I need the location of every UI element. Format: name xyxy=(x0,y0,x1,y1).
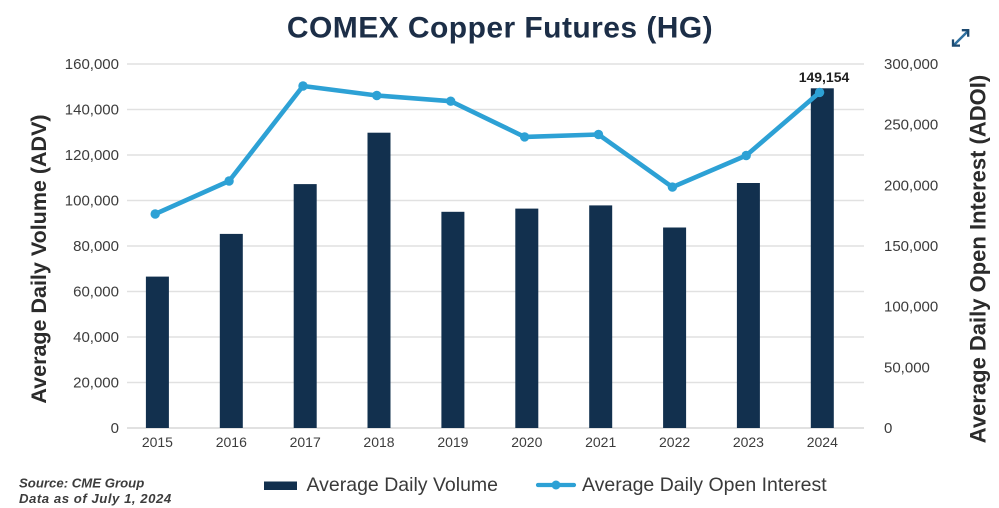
svg-text:20,000: 20,000 xyxy=(73,375,119,392)
svg-text:300,000: 300,000 xyxy=(884,56,938,73)
svg-text:40,000: 40,000 xyxy=(73,329,119,346)
svg-text:50,000: 50,000 xyxy=(884,359,930,376)
svg-text:2018: 2018 xyxy=(363,434,394,450)
svg-text:140,000: 140,000 xyxy=(65,102,119,119)
svg-text:Source: CME Group: Source: CME Group xyxy=(19,476,144,491)
svg-text:2022: 2022 xyxy=(659,434,690,450)
svg-text:100,000: 100,000 xyxy=(65,193,119,210)
svg-text:Data as of July 1, 2024: Data as of July 1, 2024 xyxy=(19,491,172,506)
svg-text:0: 0 xyxy=(111,420,119,437)
svg-text:250,000: 250,000 xyxy=(884,117,938,134)
svg-text:200,000: 200,000 xyxy=(884,177,938,194)
svg-text:120,000: 120,000 xyxy=(65,147,119,164)
svg-text:150,000: 150,000 xyxy=(884,238,938,255)
svg-text:2020: 2020 xyxy=(511,434,542,450)
svg-text:80,000: 80,000 xyxy=(73,238,119,255)
svg-text:60,000: 60,000 xyxy=(73,284,119,301)
svg-text:COMEX Copper Futures (HG): COMEX Copper Futures (HG) xyxy=(287,12,713,45)
svg-text:2017: 2017 xyxy=(290,434,321,450)
svg-text:100,000: 100,000 xyxy=(884,299,938,316)
svg-text:2023: 2023 xyxy=(733,434,764,450)
svg-text:2016: 2016 xyxy=(216,434,247,450)
svg-text:2024: 2024 xyxy=(807,434,838,450)
svg-text:2021: 2021 xyxy=(585,434,616,450)
svg-text:0: 0 xyxy=(884,420,892,437)
svg-text:2015: 2015 xyxy=(142,434,173,450)
svg-text:Average Daily Volume: Average Daily Volume xyxy=(307,474,499,496)
svg-text:149,154: 149,154 xyxy=(799,69,850,85)
svg-text:2019: 2019 xyxy=(437,434,468,450)
svg-text:Average Daily Open Interest (A: Average Daily Open Interest (ADOI) xyxy=(966,75,991,443)
svg-text:160,000: 160,000 xyxy=(65,56,119,73)
svg-text:Average Daily Open Interest: Average Daily Open Interest xyxy=(582,474,827,496)
svg-text:Average Daily Volume (ADV): Average Daily Volume (ADV) xyxy=(27,114,51,403)
